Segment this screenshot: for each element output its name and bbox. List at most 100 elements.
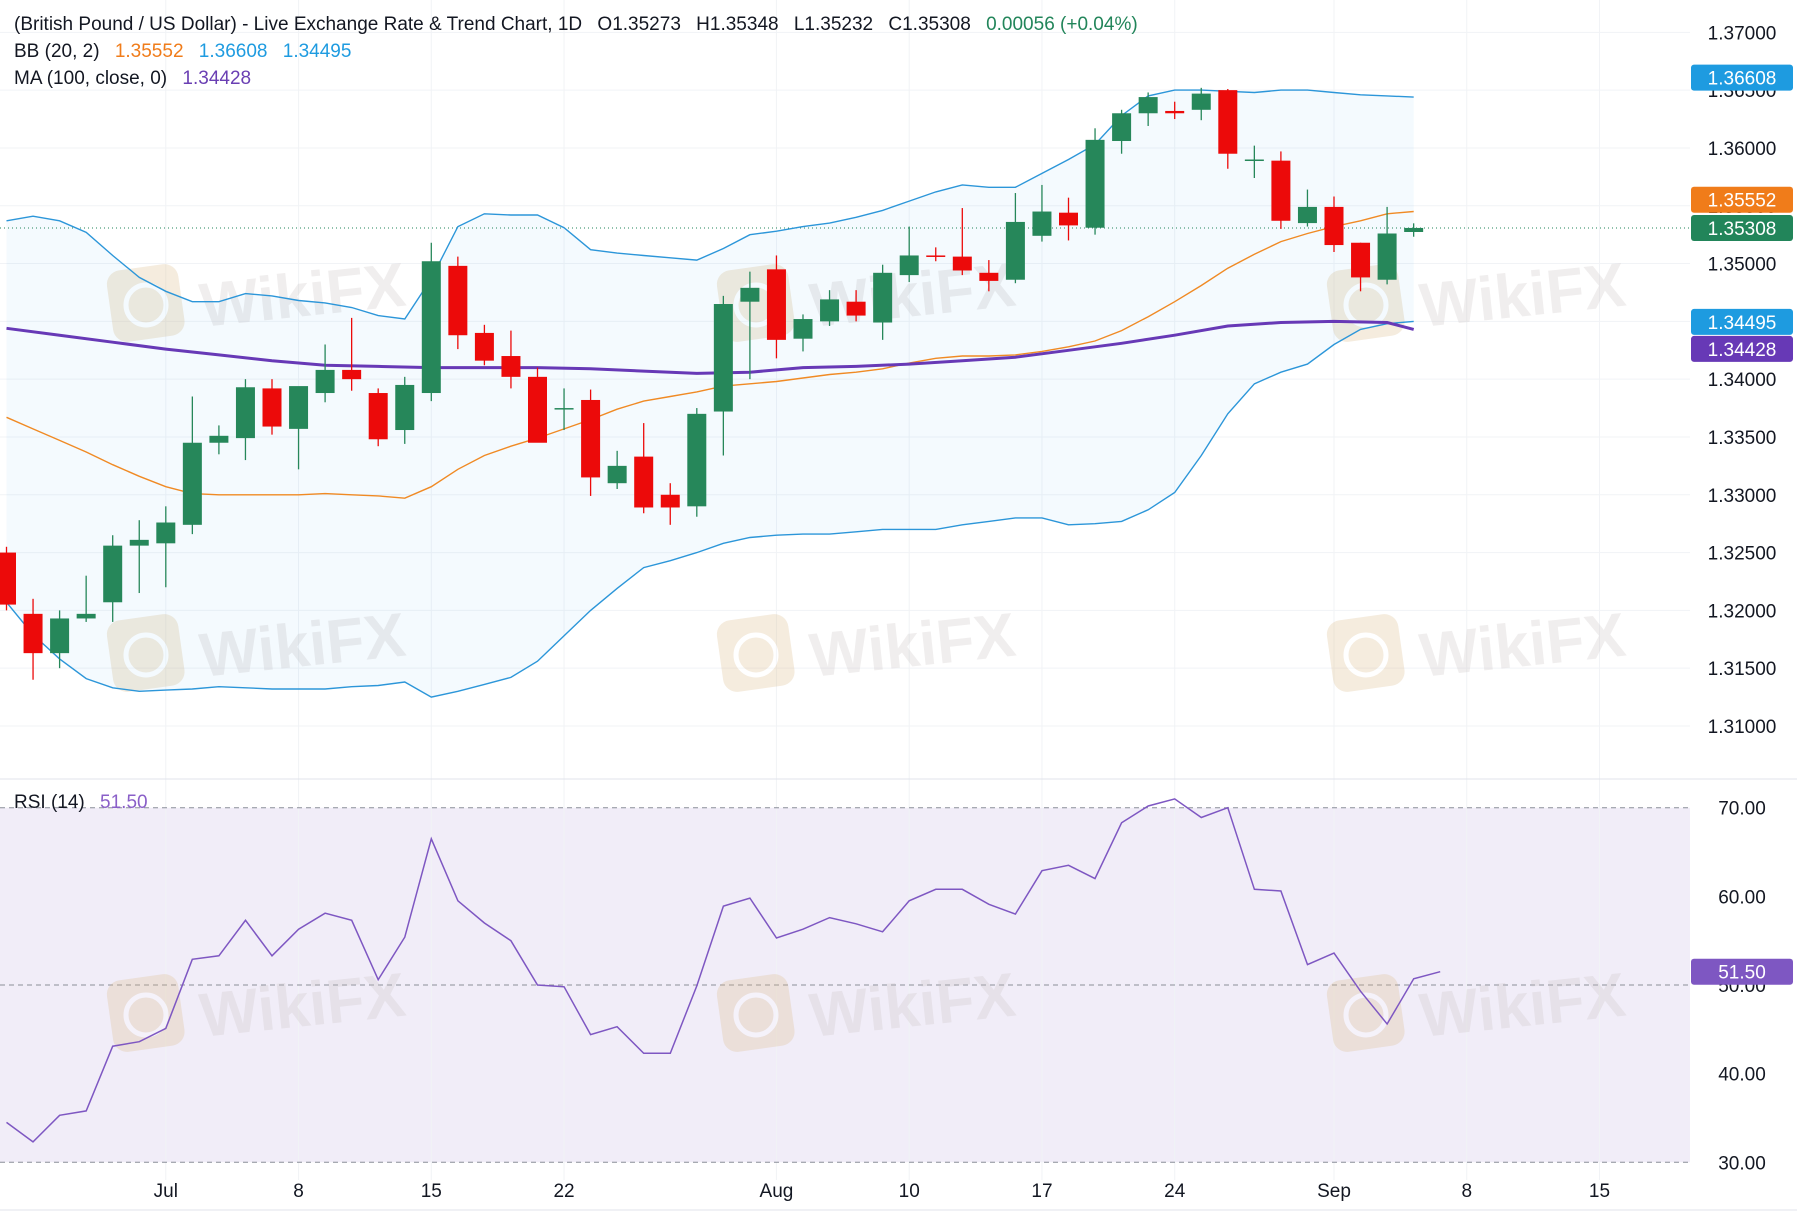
- candle[interactable]: [766, 255, 786, 359]
- candle[interactable]: [607, 450, 627, 489]
- candle[interactable]: [1297, 189, 1317, 227]
- time-axis-tick-label: 17: [1031, 1181, 1052, 1202]
- candle-body: [474, 332, 494, 361]
- time-axis-tick-label: 22: [553, 1181, 574, 1202]
- candle[interactable]: [0, 546, 16, 611]
- candle[interactable]: [740, 271, 760, 380]
- candle[interactable]: [687, 408, 707, 517]
- candle[interactable]: [1271, 151, 1291, 229]
- price-tag-text: 1.35552: [1708, 191, 1777, 212]
- candle[interactable]: [23, 598, 43, 680]
- candle-body: [289, 386, 309, 429]
- rsi-axis-tick-label: 60.00: [1718, 887, 1766, 908]
- candle[interactable]: [1112, 109, 1132, 154]
- symbol-title[interactable]: (British Pound / US Dollar) - Live Excha…: [14, 14, 583, 35]
- candle[interactable]: [979, 260, 999, 292]
- candle-body: [1138, 97, 1158, 114]
- price-axis-tick-label: 1.33500: [1708, 428, 1777, 449]
- watermark-logo-icon: [733, 992, 779, 1038]
- candle-body: [554, 408, 574, 410]
- candle[interactable]: [820, 290, 840, 326]
- candle[interactable]: [1165, 101, 1185, 120]
- price-tag-text: 1.34428: [1708, 340, 1777, 361]
- candle-body: [1005, 221, 1025, 280]
- bb-lower-line: [5, 320, 1414, 698]
- candle-body: [395, 384, 415, 431]
- candle[interactable]: [660, 483, 680, 525]
- candle[interactable]: [873, 264, 893, 340]
- price-tag-text: 1.36608: [1708, 69, 1777, 90]
- candle[interactable]: [50, 610, 70, 669]
- candle[interactable]: [262, 379, 282, 435]
- candle[interactable]: [952, 208, 972, 276]
- candle[interactable]: [289, 386, 309, 470]
- candle-body: [1244, 159, 1264, 162]
- candle-body: [1085, 139, 1105, 228]
- candle[interactable]: [1351, 242, 1371, 292]
- candle[interactable]: [315, 344, 335, 403]
- candle[interactable]: [1059, 197, 1078, 241]
- candle[interactable]: [1032, 184, 1052, 242]
- candle[interactable]: [1191, 87, 1211, 121]
- symbol-legend: (British Pound / US Dollar) - Live Excha…: [14, 14, 1148, 36]
- candle[interactable]: [1138, 92, 1158, 126]
- watermark-logo-icon: [716, 974, 795, 1052]
- bb-basis-line: [6, 210, 1414, 499]
- candle[interactable]: [554, 388, 574, 431]
- candle[interactable]: [1324, 196, 1344, 252]
- ohlc-high: H1.35348: [696, 14, 779, 35]
- candle[interactable]: [76, 575, 96, 622]
- rsi-axis-tick-label: 40.00: [1718, 1065, 1766, 1086]
- bb-legend[interactable]: BB (20, 2) 1.35552 1.36608 1.34495: [14, 41, 361, 63]
- candle[interactable]: [395, 376, 415, 444]
- candle[interactable]: [209, 425, 229, 455]
- candle[interactable]: [713, 295, 733, 456]
- watermark-logo-icon: [1326, 974, 1405, 1052]
- candle[interactable]: [103, 535, 123, 622]
- candle[interactable]: [474, 324, 494, 366]
- candle[interactable]: [1085, 128, 1105, 235]
- candle-body: [766, 269, 786, 340]
- candle[interactable]: [1218, 88, 1238, 169]
- watermark-logo-icon: [1343, 282, 1389, 328]
- candle[interactable]: [1005, 193, 1025, 284]
- ohlc-low: L1.35232: [793, 14, 874, 35]
- ma-legend[interactable]: MA (100, close, 0) 1.34428: [14, 68, 261, 90]
- candle[interactable]: [1377, 206, 1397, 285]
- candle[interactable]: [1244, 145, 1264, 179]
- price-axis-tick-label: 1.35000: [1708, 255, 1777, 276]
- candle[interactable]: [793, 314, 813, 352]
- time-axis-tick-label: 15: [421, 1181, 442, 1202]
- candle[interactable]: [129, 520, 149, 594]
- candle-body: [23, 613, 43, 654]
- watermark-logo-icon: [1343, 992, 1389, 1038]
- candle[interactable]: [846, 290, 866, 322]
- candle[interactable]: [528, 367, 547, 443]
- candle[interactable]: [448, 256, 468, 350]
- candle[interactable]: [501, 330, 521, 389]
- candle[interactable]: [926, 247, 946, 262]
- candle[interactable]: [342, 317, 362, 391]
- candle-body: [1377, 233, 1397, 280]
- candle-body: [607, 465, 627, 484]
- candle[interactable]: [421, 242, 441, 402]
- price-axis-tick-label: 1.37000: [1708, 23, 1777, 44]
- candle[interactable]: [1404, 223, 1424, 237]
- candle[interactable]: [581, 389, 601, 496]
- candle-body: [1271, 160, 1291, 221]
- watermark-logo-icon: [716, 614, 795, 692]
- candle[interactable]: [182, 396, 202, 535]
- watermark-logo-icon: [733, 632, 779, 678]
- candle[interactable]: [899, 226, 919, 283]
- candle-body: [0, 552, 16, 605]
- time-axis-tick-label: 8: [1461, 1181, 1472, 1202]
- price-tag-text: 1.35308: [1708, 219, 1777, 240]
- candle[interactable]: [368, 388, 388, 447]
- candle[interactable]: [156, 506, 176, 588]
- rsi-legend[interactable]: RSI (14) 51.50: [14, 792, 158, 814]
- candle[interactable]: [235, 379, 255, 461]
- rsi-value: 51.50: [100, 792, 148, 813]
- candle[interactable]: [634, 423, 654, 514]
- price-axis-tick-label: 1.33000: [1708, 486, 1777, 507]
